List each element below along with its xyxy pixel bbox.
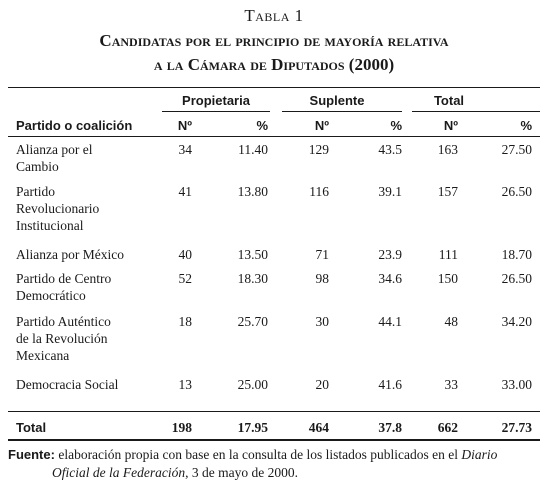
header-total: Total <box>433 93 465 108</box>
header-s-pct: % <box>390 118 402 133</box>
cell-p-num: 40 <box>178 247 193 262</box>
group-rule-suplente <box>282 111 402 112</box>
total-t-pct: 27.73 <box>501 420 532 435</box>
header-t-num: Nº <box>443 118 458 133</box>
table-number: Tabla 1 <box>244 6 304 25</box>
cell-t-pct: 26.50 <box>501 184 532 199</box>
cell-t-num: 111 <box>438 247 458 262</box>
cell-p-pct: 13.80 <box>237 184 268 199</box>
cell-s-pct: 44.1 <box>378 314 402 329</box>
cell-t-pct: 33.00 <box>501 377 532 392</box>
party-name-line: Revolucionario <box>16 201 100 216</box>
header-p-num: Nº <box>177 118 192 133</box>
cell-t-num: 157 <box>437 184 458 199</box>
footnote-label: Fuente: <box>8 447 55 462</box>
party-name-line: Institucional <box>16 218 84 233</box>
footnote-text-1: elaboración propia con base en la consul… <box>54 447 462 462</box>
party-name-line: Partido Auténtico <box>16 314 111 329</box>
cell-s-pct: 41.6 <box>378 377 402 392</box>
cell-t-num: 163 <box>437 142 458 157</box>
party-name: Alianza por México <box>16 246 151 263</box>
party-name-line: Partido <box>16 184 55 199</box>
cell-p-num: 41 <box>178 184 193 199</box>
header-t-pct: % <box>520 118 532 133</box>
group-rule-total <box>412 111 540 112</box>
party-name-line: de la Revolución <box>16 331 108 346</box>
cell-t-num: 33 <box>444 377 459 392</box>
cell-t-pct: 34.20 <box>501 314 532 329</box>
cell-s-pct: 39.1 <box>378 184 402 199</box>
cell-p-num: 52 <box>178 271 193 286</box>
cell-s-pct: 43.5 <box>378 142 402 157</box>
cell-s-num: 98 <box>315 271 330 286</box>
party-name-line: Alianza por México <box>16 247 124 262</box>
header-s-num: Nº <box>314 118 329 133</box>
source-footnote: Fuente: elaboración propia con base en l… <box>8 446 542 482</box>
total-label: Total <box>16 420 47 435</box>
table-title-line-1: Candidatas por el principio de mayoría r… <box>99 31 449 50</box>
cell-t-pct: 18.70 <box>501 247 532 262</box>
total-top-rule <box>8 411 540 412</box>
party-name-line: Cambio <box>16 159 59 174</box>
party-name-line: Democracia Social <box>16 377 119 392</box>
footnote-source-2: Oficial de la Federación <box>52 465 186 480</box>
party-name: Alianza por el Cambio <box>16 141 151 175</box>
cell-s-num: 116 <box>309 184 329 199</box>
total-s-pct: 37.8 <box>378 420 402 435</box>
cell-s-num: 71 <box>315 247 330 262</box>
total-t-num: 662 <box>437 420 458 435</box>
party-name-line: Democrático <box>16 288 86 303</box>
cell-t-num: 48 <box>444 314 459 329</box>
cell-s-num: 129 <box>308 142 329 157</box>
party-name: Partido de Centro Democrático <box>16 270 151 304</box>
total-s-num: 464 <box>308 420 329 435</box>
party-name: Partido Auténtico de la Revolución Mexican… <box>16 313 151 364</box>
party-name-line: Alianza por el <box>16 142 93 157</box>
bottom-rule <box>8 439 540 441</box>
cell-p-pct: 25.70 <box>237 314 268 329</box>
cell-p-pct: 13.50 <box>237 247 268 262</box>
cell-s-num: 20 <box>315 377 330 392</box>
group-rule-propietaria <box>162 111 270 112</box>
header-p-pct: % <box>256 118 268 133</box>
cell-s-pct: 34.6 <box>378 271 402 286</box>
party-name: Partido Revolucionario Institucional <box>16 183 151 234</box>
footnote-text-2: , 3 de mayo de 2000. <box>185 465 298 480</box>
party-name-line: Partido de Centro <box>16 271 112 286</box>
cell-p-num: 34 <box>178 142 193 157</box>
party-name: Democracia Social <box>16 376 151 393</box>
cell-s-num: 30 <box>315 314 330 329</box>
cell-t-pct: 26.50 <box>501 271 532 286</box>
top-rule <box>8 87 540 88</box>
header-rule <box>8 136 540 137</box>
cell-p-pct: 18.30 <box>237 271 268 286</box>
cell-t-num: 150 <box>437 271 458 286</box>
cell-p-pct: 11.40 <box>238 142 268 157</box>
party-name-line: Mexicana <box>16 348 70 363</box>
header-row-label: Partido o coalición <box>16 118 133 133</box>
header-suplente: Suplente <box>309 93 365 108</box>
table-title-line-2: a la Cámara de Diputados (2000) <box>153 55 395 74</box>
header-propietaria: Propietaria <box>182 93 250 108</box>
total-p-num: 198 <box>171 420 192 435</box>
cell-s-pct: 23.9 <box>378 247 402 262</box>
cell-p-pct: 25.00 <box>237 377 268 392</box>
footnote-source-1: Diario <box>461 447 498 462</box>
cell-p-num: 13 <box>178 377 193 392</box>
total-p-pct: 17.95 <box>237 420 268 435</box>
cell-p-num: 18 <box>178 314 193 329</box>
cell-t-pct: 27.50 <box>501 142 532 157</box>
